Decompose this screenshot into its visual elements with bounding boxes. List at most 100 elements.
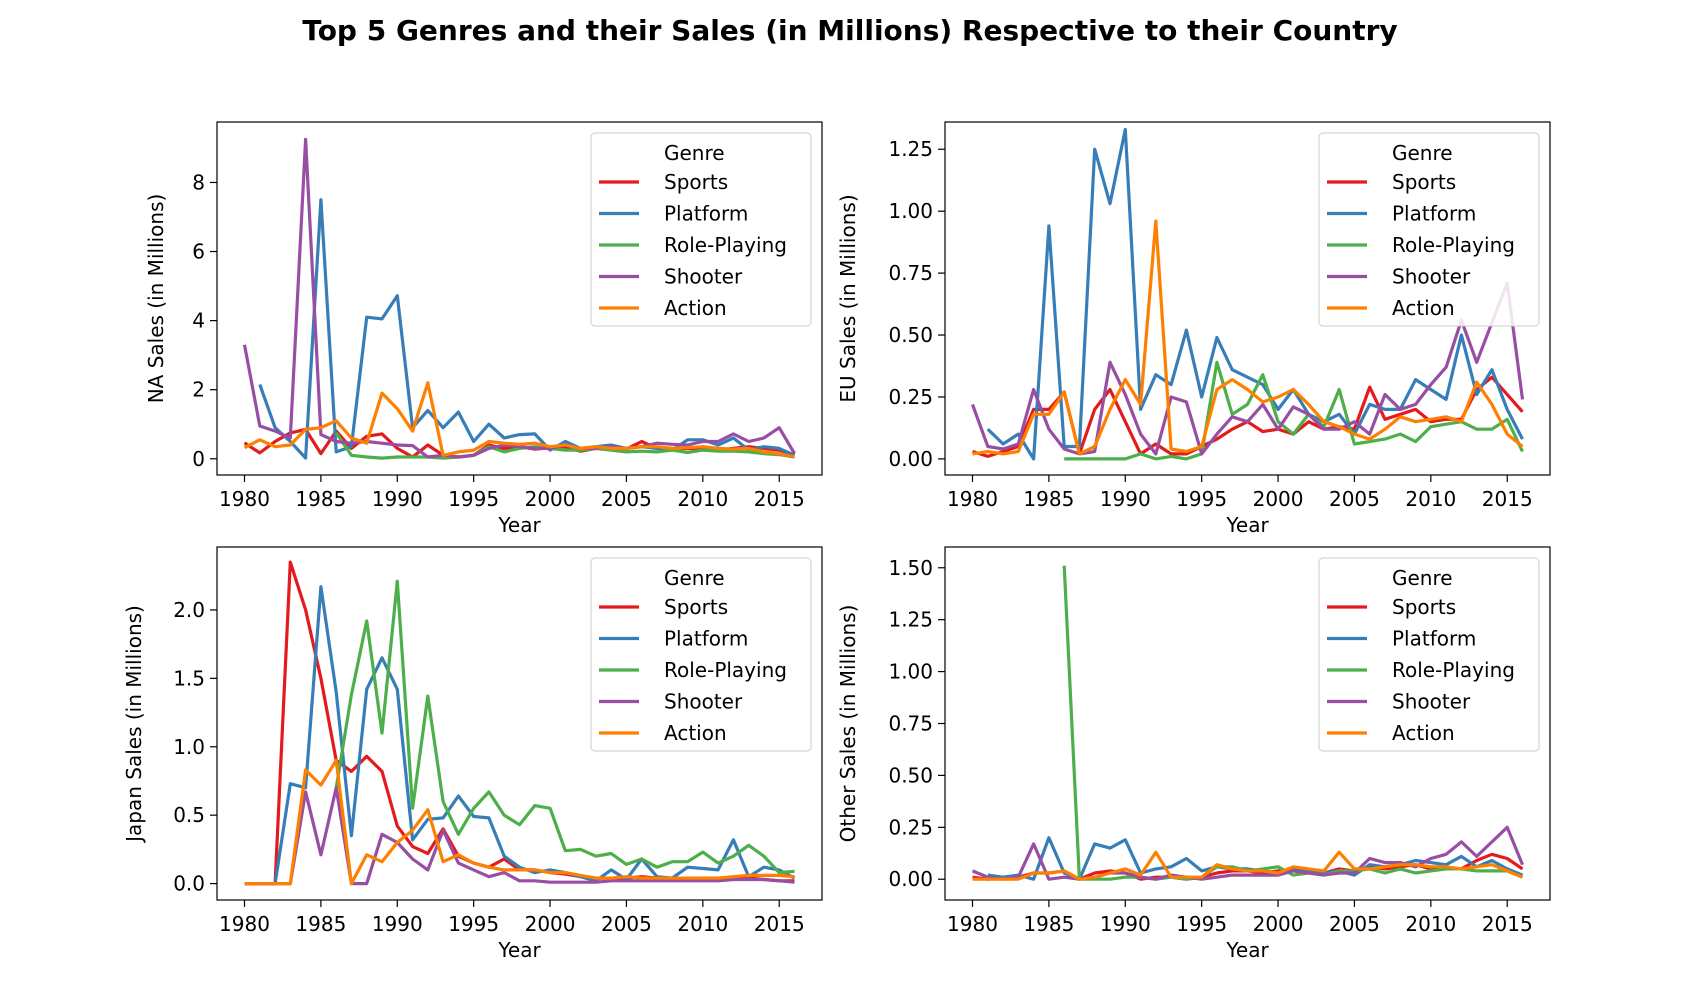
legend-entry: Action: [664, 296, 727, 320]
x-tick-label: 2000: [1253, 912, 1304, 936]
x-tick-label: 1995: [448, 912, 499, 936]
y-tick-label: 1.25: [888, 137, 933, 161]
x-tick-label: 2005: [1329, 912, 1380, 936]
axes-frame: [944, 121, 1551, 476]
x-tick-label: 2015: [754, 487, 805, 511]
series-line-role-playing: [1064, 360, 1524, 461]
x-tick-label: 1990: [1100, 487, 1151, 511]
y-tick-label: 2: [192, 378, 205, 402]
legend-box: [590, 557, 812, 752]
x-tick-label: 1990: [372, 912, 423, 936]
y-tick-label: 0.50: [888, 763, 933, 787]
x-tick-label: 2000: [1253, 487, 1304, 511]
y-tick-label: 1.00: [888, 199, 933, 223]
axes-frame: [216, 121, 823, 476]
series-line-shooter: [244, 786, 795, 886]
x-tick-label: 1990: [372, 487, 423, 511]
y-tick-label: 0.00: [888, 447, 933, 471]
legend-entry: Sports: [664, 170, 728, 194]
x-tick-label: 1995: [1176, 487, 1227, 511]
x-tick-label: 2010: [1405, 912, 1456, 936]
x-axis-label: Year: [497, 513, 541, 537]
y-tick-label: 0.75: [888, 261, 933, 285]
legend: Genre Sports Platform Role-Playing Shooter Ac…: [1318, 132, 1540, 327]
y-tick-label: 6: [192, 240, 205, 264]
y-tick-label: 0.25: [888, 815, 933, 839]
legend-entry: Sports: [1392, 170, 1456, 194]
legend-entry: Action: [1392, 721, 1455, 745]
x-tick-label: 2005: [601, 487, 652, 511]
x-tick-label: 2010: [677, 487, 728, 511]
x-tick-label: 2005: [1329, 487, 1380, 511]
legend-entry: Shooter: [664, 690, 743, 714]
legend-entry: Shooter: [664, 265, 743, 289]
legend-entry: Role-Playing: [664, 233, 787, 257]
x-tick-label: 2015: [1482, 487, 1533, 511]
x-axis-label: Year: [497, 938, 541, 962]
y-axis-label: Other Sales (in Millions): [836, 605, 860, 843]
series-line-action: [244, 758, 795, 886]
y-axis-label: Japan Sales (in Millions): [122, 605, 146, 844]
subplot-3: 1980 1985 1990 1995 2000 2005 2010 2015 0.0 0.5 1.…: [122, 546, 823, 962]
x-tick-label: 1985: [295, 487, 346, 511]
legend-entry: Platform: [664, 627, 748, 651]
x-tick-label: 1980: [947, 487, 998, 511]
legend-title: Genre: [1392, 141, 1453, 165]
x-axis-label: Year: [1225, 513, 1269, 537]
axes-frame: [216, 546, 823, 901]
x-tick-label: 1985: [295, 912, 346, 936]
legend-entry: Role-Playing: [1392, 233, 1515, 257]
y-tick-label: 0.00: [888, 867, 933, 891]
series-line-action: [972, 850, 1524, 881]
series-line-shooter: [971, 825, 1524, 881]
legend-box: [590, 132, 812, 327]
legend-entry: Action: [664, 721, 727, 745]
legend-entry: Platform: [664, 202, 748, 226]
y-axis-label: NA Sales (in Millions): [144, 194, 168, 404]
legend-box: [1318, 132, 1540, 327]
subplot-1: 1980 1985 1990 1995 2000 2005 2010 2015 0 2 4 6 8 Yea…: [144, 121, 823, 537]
subplot-4: 1980 1985 1990 1995 2000 2005 2010 2015 0.00 0.25…: [836, 546, 1551, 962]
x-tick-label: 1985: [1023, 487, 1074, 511]
figure-title: Top 5 Genres and their Sales (in Million…: [302, 14, 1398, 47]
series-line-action: [972, 219, 1524, 456]
legend-entry: Role-Playing: [664, 658, 787, 682]
series-line-role-playing: [334, 432, 795, 460]
x-tick-label: 2005: [601, 912, 652, 936]
y-tick-label: 0.50: [888, 323, 933, 347]
legend-entry: Platform: [1392, 202, 1476, 226]
series-line-role-playing: [334, 579, 795, 875]
legend-title: Genre: [1392, 566, 1453, 590]
x-tick-label: 2015: [754, 912, 805, 936]
y-tick-label: 1.25: [888, 608, 933, 632]
series-line-action: [243, 381, 795, 459]
y-tick-label: 0.25: [888, 385, 933, 409]
legend: Genre Sports Platform Role-Playing Shooter Ac…: [590, 557, 812, 752]
x-tick-label: 2010: [677, 912, 728, 936]
legend-box: [1318, 557, 1540, 752]
x-tick-label: 2000: [525, 912, 576, 936]
x-tick-label: 2000: [525, 487, 576, 511]
x-tick-label: 2010: [1405, 487, 1456, 511]
x-tick-label: 1980: [947, 912, 998, 936]
legend-entry: Sports: [664, 595, 728, 619]
y-tick-label: 1.0: [173, 735, 205, 759]
y-tick-label: 0.5: [173, 803, 205, 827]
y-tick-label: 8: [192, 170, 205, 194]
legend: Genre Sports Platform Role-Playing Shooter Ac…: [1318, 557, 1540, 752]
y-tick-label: 0.75: [888, 712, 933, 736]
x-tick-label: 1985: [1023, 912, 1074, 936]
legend-entry: Sports: [1392, 595, 1456, 619]
legend-entry: Shooter: [1392, 690, 1471, 714]
y-tick-label: 1.5: [173, 666, 205, 690]
legend-title: Genre: [664, 141, 725, 165]
x-tick-label: 2015: [1482, 912, 1533, 936]
y-tick-label: 1.00: [888, 660, 933, 684]
y-axis-label: EU Sales (in Millions): [836, 194, 860, 402]
legend-entry: Action: [1392, 296, 1455, 320]
subplot-2: 1980 1985 1990 1995 2000 2005 2010 2015 0.00 0.25…: [836, 121, 1551, 537]
x-tick-label: 1990: [1100, 912, 1151, 936]
x-tick-label: 1980: [219, 912, 270, 936]
legend-entry: Shooter: [1392, 265, 1471, 289]
